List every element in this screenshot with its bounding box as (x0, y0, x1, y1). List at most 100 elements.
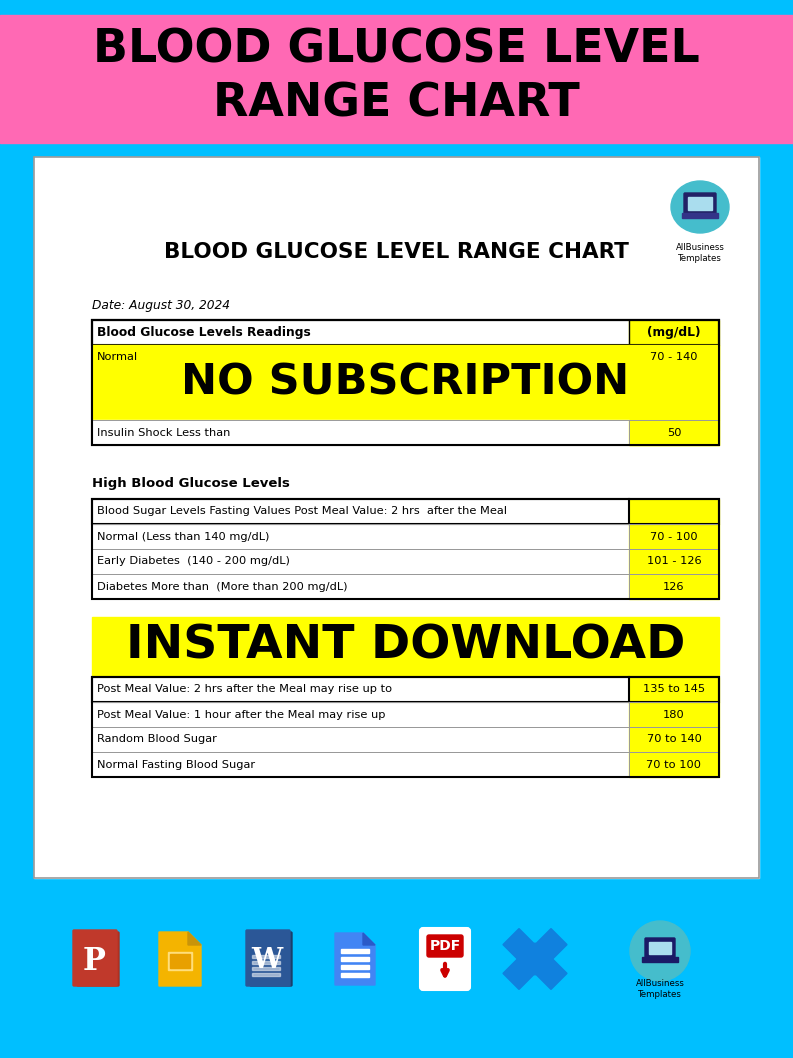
Text: Normal (Less than 140 mg/dL): Normal (Less than 140 mg/dL) (97, 531, 270, 542)
Bar (629, 320, 719, 345)
Bar (92, 574, 719, 599)
Bar (92, 370, 719, 395)
Text: Hypoglycemia  (Less than 70 mg/dL): Hypoglycemia (Less than 70 mg/dL) (97, 402, 306, 413)
Text: Insulin Shock Less than: Insulin Shock Less than (97, 427, 231, 438)
Text: 126: 126 (663, 582, 684, 591)
Bar (92, 345, 629, 370)
Text: 50: 50 (667, 427, 681, 438)
Text: 135 to 145: 135 to 145 (643, 685, 705, 694)
Bar (34, 157, 759, 878)
Text: Normal: Normal (97, 352, 138, 363)
Bar (92, 370, 629, 395)
Text: Early Diabetes  (140 - 200 mg/dL): Early Diabetes (140 - 200 mg/dL) (97, 557, 290, 566)
Bar (629, 499, 719, 524)
Bar (34, 157, 759, 878)
Bar (92, 420, 629, 445)
Text: 70 - 140: 70 - 140 (650, 352, 698, 363)
Bar (92, 703, 719, 727)
FancyBboxPatch shape (250, 932, 292, 986)
Bar (629, 549, 719, 574)
Bar (629, 752, 719, 777)
Text: 50: 50 (667, 427, 681, 438)
Bar (92, 395, 629, 420)
Bar (341, 949, 369, 953)
Bar (92, 727, 629, 752)
Text: Blood Glucose Levels Readings: Blood Glucose Levels Readings (97, 326, 311, 339)
Bar (92, 320, 719, 445)
Text: AllBusiness
Templates: AllBusiness Templates (676, 243, 725, 263)
Bar (92, 677, 719, 703)
Bar (629, 727, 719, 752)
Bar (341, 973, 369, 977)
Text: PDF: PDF (429, 940, 461, 953)
Text: P: P (82, 946, 105, 977)
Bar (0, 0, 793, 15)
Polygon shape (503, 957, 535, 989)
Bar (629, 395, 719, 420)
FancyBboxPatch shape (684, 193, 716, 214)
Bar (0, 880, 793, 1058)
Bar (629, 574, 719, 599)
Text: Date: August 30, 2024: Date: August 30, 2024 (92, 298, 230, 311)
Text: 70 - 100: 70 - 100 (650, 531, 698, 542)
Polygon shape (335, 933, 375, 985)
Bar (92, 677, 629, 703)
Text: BLOOD GLUCOSE LEVEL RANGE CHART: BLOOD GLUCOSE LEVEL RANGE CHART (163, 242, 628, 262)
Bar (252, 973, 280, 975)
Bar (92, 677, 719, 777)
Bar (92, 727, 719, 752)
Polygon shape (503, 929, 535, 961)
Bar (0, 143, 793, 157)
Bar (92, 345, 719, 370)
Text: 180: 180 (663, 710, 685, 719)
Text: AllBusiness
Templates: AllBusiness Templates (635, 979, 684, 999)
Bar (92, 499, 629, 524)
Bar (92, 420, 629, 445)
Bar (341, 965, 369, 969)
Bar (629, 420, 719, 445)
Text: 70 to 140: 70 to 140 (646, 734, 702, 745)
Bar (92, 524, 629, 549)
Bar (629, 420, 719, 445)
Bar (629, 677, 719, 703)
Text: 70: 70 (667, 402, 681, 413)
Bar (252, 955, 280, 957)
Text: 70 - 140: 70 - 140 (650, 352, 698, 363)
Polygon shape (519, 943, 551, 975)
Text: High Blood Glucose Levels: High Blood Glucose Levels (92, 476, 290, 490)
Bar (0, 15, 793, 143)
Bar (252, 967, 280, 970)
Bar (92, 345, 719, 420)
Text: 70 to 100: 70 to 100 (646, 760, 702, 769)
Bar (92, 320, 719, 445)
Polygon shape (363, 933, 375, 945)
Bar (629, 703, 719, 727)
Ellipse shape (630, 922, 690, 981)
Bar (92, 549, 719, 574)
Text: 70: 70 (667, 378, 681, 387)
Bar (170, 954, 190, 968)
Bar (92, 420, 719, 445)
Bar (92, 703, 629, 727)
FancyBboxPatch shape (645, 938, 675, 957)
FancyBboxPatch shape (73, 930, 117, 986)
Text: 101 - 126: 101 - 126 (646, 557, 701, 566)
Text: Normal: Normal (97, 352, 138, 363)
Text: Post Meal Value: 2 hrs after the Meal may rise up to: Post Meal Value: 2 hrs after the Meal ma… (97, 685, 392, 694)
Bar (92, 752, 719, 777)
Text: W: W (251, 948, 282, 974)
Text: (mg/dL): (mg/dL) (647, 326, 701, 339)
Bar (92, 420, 719, 445)
Bar (168, 952, 192, 970)
Bar (92, 752, 629, 777)
Bar (92, 574, 629, 599)
Text: NO SUBSCRIPTION: NO SUBSCRIPTION (182, 362, 630, 403)
Bar (92, 499, 719, 524)
Bar (629, 524, 719, 549)
Bar (92, 549, 629, 574)
FancyBboxPatch shape (77, 932, 119, 986)
Bar (92, 524, 719, 549)
Text: Blood Sugar Levels Fasting Values Post Meal Value: 2 hrs  after the Meal: Blood Sugar Levels Fasting Values Post M… (97, 507, 507, 516)
Bar (92, 320, 719, 345)
Text: Random Blood Sugar: Random Blood Sugar (97, 734, 216, 745)
